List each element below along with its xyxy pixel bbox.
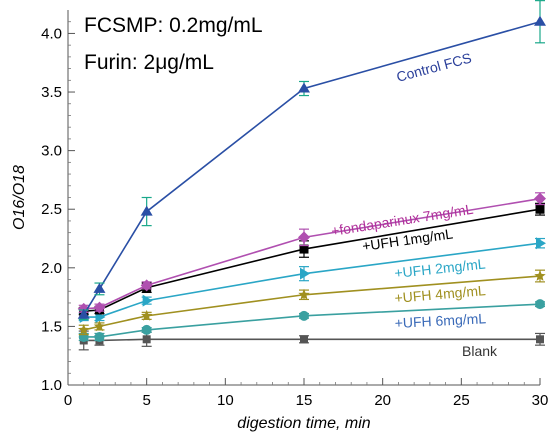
series-line	[83, 242, 541, 318]
series-label-6: Blank	[462, 343, 498, 359]
data-point	[140, 205, 153, 216]
x-tick-label: 0	[64, 392, 72, 409]
x-tick-label: 25	[453, 392, 470, 409]
data-point	[77, 308, 90, 319]
axes: 0 5 10 15 20 25 30 1.0 1.5 2.0 2.5 3.0 3.5 4.0 digesti…	[11, 10, 548, 432]
data-point	[94, 331, 105, 342]
data-point	[534, 270, 546, 281]
x-tick-label: 10	[217, 392, 234, 409]
series-label-4: +UFH 4mg/mL	[394, 282, 487, 306]
data-point	[536, 237, 546, 250]
data-point	[536, 335, 544, 344]
data-point	[78, 323, 90, 335]
y-tick-label: 3.0	[41, 143, 62, 160]
data-point	[300, 335, 308, 344]
data-point	[140, 279, 153, 292]
series-label-3: +UFH 2mg/mL	[394, 255, 487, 280]
annotation-fcsmp: FCSMP: 0.2mg/mL	[84, 14, 263, 37]
series-0	[77, 0, 546, 320]
series-line	[83, 338, 540, 342]
data-point	[142, 335, 151, 344]
y-tick-label: 1.5	[41, 318, 62, 335]
data-point	[534, 15, 546, 26]
annotation-furin: Furin: 2μg/mL	[84, 51, 214, 74]
x-tick-label: 30	[532, 392, 549, 409]
y-tick-label: 4.0	[41, 25, 62, 42]
data-point	[300, 267, 310, 280]
y-tick-label: 3.5	[41, 84, 62, 101]
y-axis-label: O16/O18	[11, 165, 28, 230]
x-tick-label: 15	[296, 392, 313, 409]
data-point	[534, 192, 546, 205]
data-point	[298, 231, 310, 244]
data-point	[93, 320, 106, 332]
data-point	[535, 299, 545, 310]
data-point	[93, 282, 106, 293]
data-point	[299, 244, 309, 254]
data-point	[93, 301, 106, 314]
y-tick-label: 2.5	[41, 201, 62, 218]
data-point	[299, 310, 309, 321]
plot-area	[77, 0, 546, 351]
x-axis-label: digestion time, min	[237, 415, 370, 432]
data-point	[298, 288, 310, 300]
series-label-0: Control FCS	[395, 50, 474, 85]
x-tick-label: 5	[142, 392, 150, 409]
x-tick-label: 20	[374, 392, 391, 409]
y-tick-label: 2.0	[41, 260, 62, 277]
data-point	[142, 294, 153, 307]
data-point	[141, 324, 152, 335]
data-point	[141, 309, 153, 321]
data-point	[535, 204, 545, 214]
y-tick-label: 1.0	[41, 377, 62, 394]
series-4	[78, 269, 546, 336]
data-point	[298, 82, 310, 93]
series-label-5: +UFH 6mg/mL	[394, 310, 486, 331]
series-3	[78, 237, 546, 324]
